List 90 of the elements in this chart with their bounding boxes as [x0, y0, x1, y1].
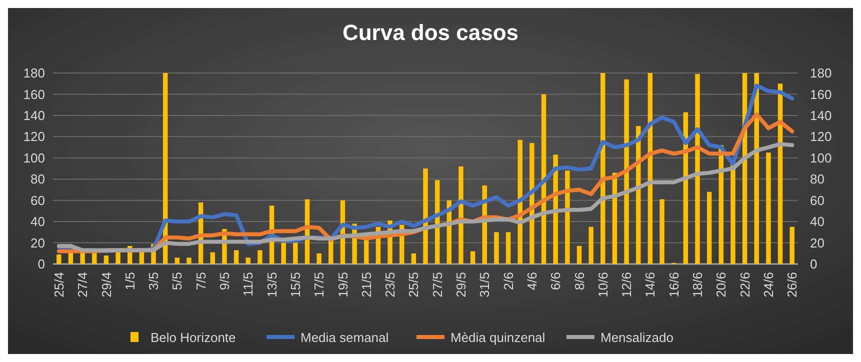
y-tick-label: 160 [23, 86, 45, 102]
y-tick-label: 140 [23, 108, 45, 123]
x-tick-label: 14/6 [642, 272, 658, 298]
x-tick-label: 15/5 [288, 272, 303, 298]
x-tick-label: 27/5 [430, 272, 445, 298]
bar [565, 170, 570, 264]
y-tick-label: 0 [38, 256, 45, 272]
x-tick-label: 7/5 [193, 272, 208, 290]
y-tick-label: 20 [30, 235, 45, 250]
bar [423, 168, 428, 264]
bar [92, 252, 97, 264]
x-tick-label: 5/5 [170, 272, 185, 290]
x-tick-label: 31/5 [477, 272, 492, 298]
bar [790, 226, 794, 264]
x-tick-label: 26/6 [784, 272, 800, 298]
bar [588, 226, 594, 264]
x-tick-label: 18/6 [690, 272, 706, 298]
x-tick-label: 23/5 [382, 272, 398, 298]
bar [186, 258, 192, 264]
y2-tick-label: 40 [810, 214, 824, 230]
bar [506, 232, 511, 264]
bar [624, 79, 629, 264]
bar [293, 242, 298, 264]
bar [234, 250, 239, 264]
x-tick-label: 10/6 [595, 272, 610, 298]
y2-tick-label: 60 [810, 192, 824, 208]
x-tick-label: 13/5 [264, 272, 280, 298]
line-series [56, 142, 794, 252]
bar [494, 232, 499, 264]
x-tick-label: 8/6 [572, 272, 587, 290]
y-tick-label: 100 [23, 150, 45, 166]
legend-label: Media semanal [300, 330, 389, 345]
bar [281, 242, 286, 264]
bar [695, 74, 700, 264]
bar [458, 166, 464, 264]
x-tick-label: 4/6 [524, 272, 540, 290]
y2-tick-label: 100 [810, 150, 832, 166]
y-tick-label: 180 [23, 66, 45, 81]
legend-label: Belo Horizonte [150, 330, 236, 345]
bar [116, 251, 120, 264]
bar [706, 192, 712, 264]
bar [730, 163, 736, 264]
y-tick-label: 40 [30, 214, 45, 230]
bar [104, 256, 109, 264]
bar [246, 258, 250, 264]
x-tick-label: 17/5 [312, 272, 327, 298]
bar [766, 152, 771, 264]
bar [174, 258, 180, 264]
x-tick-label: 16/6 [666, 272, 682, 298]
bar [411, 253, 416, 264]
x-tick-label: 29/5 [454, 272, 469, 298]
bar [139, 251, 144, 264]
bar [518, 140, 522, 264]
bar [56, 254, 62, 264]
x-tick-label: 3/5 [146, 272, 162, 290]
y-tick-label: 80 [30, 172, 45, 187]
x-tick-label: 22/6 [737, 272, 752, 298]
y2-tick-label: 160 [810, 86, 832, 102]
y2-tick-label: 20 [810, 235, 824, 250]
x-tick-label: 24/6 [760, 272, 776, 298]
y2-tick-label: 80 [810, 172, 824, 187]
x-tick-label: 21/5 [358, 272, 374, 298]
bar [328, 240, 334, 264]
y2-tick-label: 0 [810, 256, 818, 272]
y2-tick-label: 180 [810, 66, 832, 81]
legend-label: Mensalizado [600, 330, 674, 345]
x-tick-label: 12/6 [619, 272, 634, 298]
bar [660, 199, 664, 264]
x-tick-label: 20/6 [714, 272, 729, 298]
bar [316, 253, 322, 264]
y2-tick-label: 140 [810, 108, 832, 123]
bar [210, 252, 216, 264]
x-tick-label: 6/6 [548, 272, 564, 290]
x-tick-label: 11/5 [240, 272, 256, 296]
legend-label: Mèdia quinzenal [450, 330, 546, 345]
x-tick-label: 2/6 [500, 272, 516, 290]
bar [258, 250, 262, 264]
x-tick-label: 19/5 [335, 272, 350, 298]
chart-title: Curva dos casos [342, 20, 519, 45]
x-tick-label: 9/5 [217, 272, 232, 290]
x-tick-label: 1/5 [122, 272, 138, 290]
x-tick-label: 25/4 [51, 272, 66, 298]
y-tick-label: 120 [23, 129, 45, 144]
bar [470, 251, 476, 264]
x-tick-label: 29/4 [98, 272, 114, 298]
y-tick-label: 60 [30, 192, 45, 208]
y2-tick-label: 120 [810, 129, 832, 144]
bar [576, 246, 582, 264]
x-tick-label: 27/4 [75, 272, 90, 298]
x-tick-label: 25/5 [406, 272, 422, 298]
